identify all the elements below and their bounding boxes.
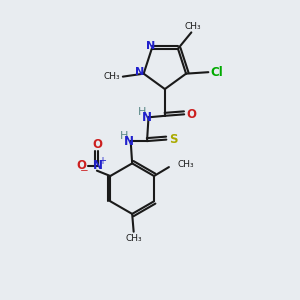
Text: N: N: [136, 67, 145, 77]
Text: CH₃: CH₃: [184, 22, 201, 31]
Text: O: O: [187, 108, 196, 121]
Text: N: N: [124, 135, 134, 148]
Text: H: H: [138, 107, 146, 117]
Text: CH₃: CH₃: [177, 160, 194, 169]
Text: CH₃: CH₃: [125, 234, 142, 243]
Text: Cl: Cl: [210, 66, 223, 79]
Text: −: −: [80, 166, 88, 176]
Text: O: O: [76, 159, 86, 172]
Text: O: O: [92, 138, 103, 151]
Text: S: S: [169, 133, 177, 146]
Text: N: N: [146, 41, 155, 51]
Text: CH₃: CH₃: [103, 72, 120, 81]
Text: N: N: [92, 159, 103, 172]
Text: H: H: [120, 131, 128, 141]
Text: +: +: [98, 156, 106, 166]
Text: N: N: [142, 111, 152, 124]
